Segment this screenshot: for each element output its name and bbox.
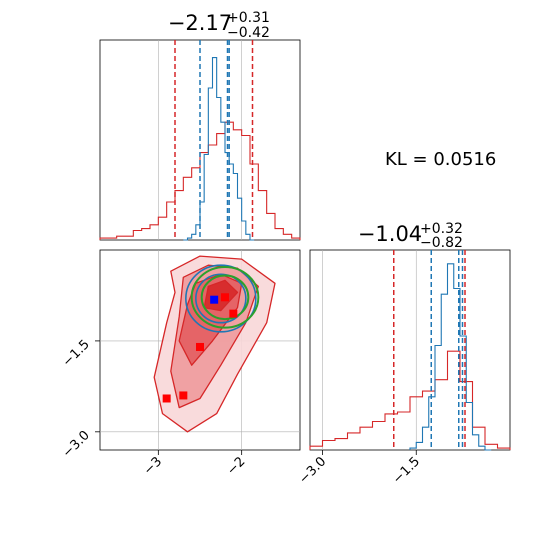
- joint-red-marker: [196, 342, 204, 351]
- joint-green-contour: [190, 265, 260, 329]
- joint-blue-contour: [195, 273, 247, 324]
- param1-quantile-lines: [174, 40, 254, 240]
- param2-quantile-lines: [393, 250, 466, 450]
- param2-histogram-panel: −3.0 −1.5: [296, 249, 511, 487]
- param1-title-main: −2.17: [168, 11, 232, 35]
- param2-x-tick-labels: −3.0 −1.5: [296, 450, 423, 487]
- joint-x-tick-labels: −3 −2: [141, 450, 248, 478]
- param2-x-tick-label: −1.5: [390, 454, 423, 487]
- param2-histogram-grid: [322, 250, 417, 450]
- param2-histogram-series: [309, 263, 511, 451]
- joint-red-marker: [221, 293, 229, 302]
- joint-blue-contours: [185, 264, 257, 333]
- param2-histogram-frame: [309, 249, 511, 451]
- joint-y-tick-labels: −1.5 −3.0: [60, 337, 100, 461]
- param2-title: −1.04: [358, 222, 422, 246]
- param2-blue-histogram: [409, 263, 492, 451]
- joint-red-contours: [153, 255, 276, 433]
- param2-title-main: −1.04: [358, 222, 422, 246]
- param1-red-histogram: [99, 121, 301, 240]
- param2-x-tick-label: −3.0: [296, 454, 329, 487]
- param2-red-histogram: [309, 350, 511, 450]
- kl-annotation: KL = 0.0516: [385, 149, 496, 170]
- param1-title: −2.17: [168, 11, 232, 35]
- joint-green-contour: [200, 274, 250, 321]
- joint-red-marker: [179, 391, 188, 400]
- param1-histogram-series: [99, 57, 301, 241]
- param2-title-sub: −0.82: [420, 235, 463, 251]
- joint-red-marker: [162, 394, 171, 403]
- param2-title-sup: +0.32: [420, 221, 463, 237]
- joint-blue-contour: [185, 264, 257, 333]
- param1-blue-histogram: [183, 57, 255, 241]
- joint-green-contours: [190, 265, 260, 329]
- joint-y-tick-label: −3.0: [60, 428, 93, 461]
- joint-blue-marker: [210, 295, 219, 304]
- param1-title-sup: +0.31: [227, 10, 270, 26]
- joint-markers: [162, 293, 238, 403]
- joint-panel: −1.5 −3.0 −3 −2: [60, 249, 301, 478]
- joint-frame: [99, 249, 301, 451]
- param1-histogram-panel: [99, 39, 301, 241]
- joint-x-tick-label: −2: [224, 454, 248, 478]
- joint-x-tick-label: −3: [141, 454, 165, 478]
- joint-red-marker: [229, 309, 238, 318]
- joint-y-tick-label: −1.5: [60, 337, 93, 370]
- param1-title-sub: −0.42: [227, 25, 270, 41]
